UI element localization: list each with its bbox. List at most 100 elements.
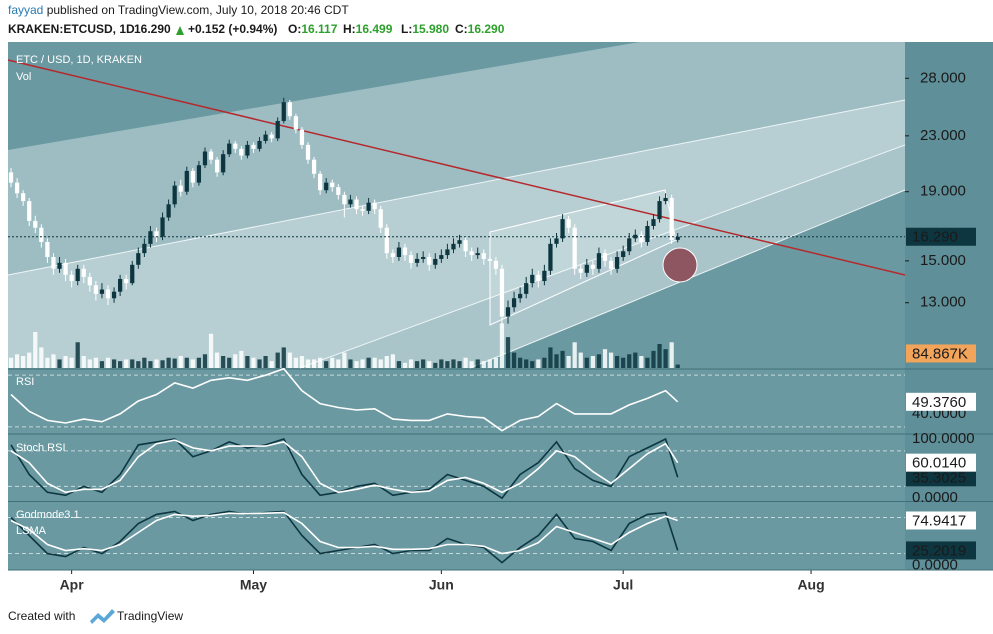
- volume-bar: [178, 356, 183, 368]
- candle-body: [269, 134, 274, 139]
- volume-bar: [33, 332, 38, 368]
- x-tick-label: Apr: [60, 577, 85, 593]
- volume-bar: [105, 357, 111, 368]
- volume-bar: [639, 356, 644, 368]
- volume-bar: [227, 357, 232, 368]
- volume-bar: [202, 354, 208, 368]
- ohlc-label: C:: [455, 22, 468, 36]
- candle-body: [572, 227, 577, 269]
- candle-body: [75, 268, 80, 282]
- volume-bar: [402, 362, 408, 368]
- candle-body: [239, 148, 244, 156]
- brand[interactable]: TradingView: [117, 609, 183, 623]
- volume-bar: [481, 361, 486, 368]
- candle-body: [305, 144, 311, 160]
- volume-bar: [651, 350, 656, 368]
- candle-body: [602, 253, 608, 261]
- candle-body: [263, 134, 268, 141]
- candle-body: [560, 219, 565, 239]
- candle-body: [536, 274, 541, 282]
- candle-body: [651, 219, 656, 226]
- candle-body: [166, 204, 171, 218]
- volume-bar: [311, 359, 317, 368]
- candle-body: [27, 201, 32, 221]
- ohlc-item: C:16.290: [455, 22, 505, 36]
- published: published on TradingView.com, July 10, 2…: [47, 3, 350, 17]
- x-tick-label: May: [240, 577, 267, 593]
- candle-body: [99, 289, 105, 294]
- chart-title: ETC / USD, 1D, KRAKEN: [16, 54, 142, 66]
- candle-body: [105, 289, 111, 299]
- candle-body: [275, 120, 280, 139]
- candle-body: [190, 170, 195, 183]
- volume-bar: [421, 359, 426, 368]
- volume-bar: [293, 357, 299, 368]
- volume-bar: [511, 352, 517, 368]
- candle-body: [324, 182, 329, 191]
- candle-body: [505, 307, 511, 317]
- volume-bar: [208, 333, 214, 368]
- symbol: KRAKEN:ETCUSD, 1D: [8, 22, 135, 36]
- footer-text: Created with: [8, 609, 75, 623]
- candle-body: [675, 236, 680, 240]
- candle-body: [160, 217, 165, 237]
- x-tick-label: Aug: [797, 577, 824, 593]
- candle-body: [318, 173, 323, 191]
- candle-body: [287, 102, 292, 117]
- candle-body: [172, 185, 177, 205]
- candle-body: [378, 209, 383, 228]
- volume-bar: [439, 359, 444, 368]
- series-name: Godmode3.1: [16, 509, 80, 521]
- candle-body: [487, 258, 492, 261]
- candle-body: [530, 274, 535, 284]
- volume-bar: [172, 358, 177, 368]
- candle-body: [111, 291, 117, 299]
- volume-bar: [214, 352, 220, 368]
- candle-body: [45, 241, 50, 257]
- volume-bar: [21, 356, 26, 368]
- volume-bar: [318, 357, 323, 368]
- y-tick-label: 100.0000: [912, 430, 975, 447]
- volume-bar: [451, 359, 456, 368]
- candle-body: [118, 278, 123, 292]
- volume-bar: [663, 349, 668, 368]
- candle-body: [451, 243, 456, 250]
- volume-bar: [148, 361, 153, 368]
- volume-bar: [166, 357, 171, 368]
- volume-bar: [99, 361, 105, 368]
- candle-body: [414, 258, 420, 263]
- volume-bar: [275, 352, 280, 368]
- candle-body: [366, 202, 371, 211]
- volume-bar: [566, 356, 571, 368]
- volume-bar: [445, 361, 450, 368]
- candle-body: [548, 243, 553, 271]
- candle-body: [245, 144, 250, 156]
- volume-bar: [396, 361, 402, 368]
- author[interactable]: fayyad: [8, 3, 43, 17]
- channel-line: [7, 99, 906, 276]
- volume-bar: [190, 359, 195, 368]
- candle-body: [421, 256, 426, 259]
- channel-line: [299, 144, 906, 369]
- volume-bar: [154, 359, 159, 368]
- volume-bar: [457, 361, 462, 368]
- candle-body: [227, 143, 232, 155]
- candle-body: [87, 276, 92, 286]
- indicator-line: [10, 510, 679, 564]
- volume-bar: [124, 359, 129, 368]
- candle-body: [93, 285, 99, 294]
- volume-bar: [390, 354, 395, 368]
- candle-body: [154, 231, 159, 237]
- ohlc-value: 15.980: [412, 22, 449, 36]
- volume-bar: [360, 359, 365, 368]
- volume-bar: [602, 349, 608, 368]
- candle-body: [148, 231, 153, 244]
- x-tick-label: Jul: [613, 577, 633, 593]
- candle-body: [39, 227, 44, 242]
- candle-body: [348, 199, 353, 205]
- candle-body: [57, 262, 62, 269]
- candle-body: [360, 209, 365, 211]
- ohlc-label: H:: [343, 22, 356, 36]
- volume-bar: [354, 361, 359, 368]
